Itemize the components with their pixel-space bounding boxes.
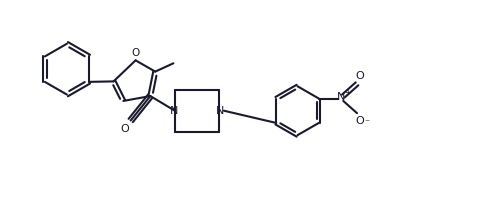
Text: N: N	[170, 106, 178, 116]
Text: O: O	[131, 48, 140, 58]
Text: N: N	[337, 92, 345, 102]
Text: N: N	[216, 106, 224, 116]
Text: ⁻: ⁻	[364, 118, 369, 128]
Text: +: +	[344, 88, 351, 97]
Text: O: O	[355, 116, 364, 126]
Text: O: O	[355, 71, 364, 81]
Text: O: O	[121, 125, 129, 134]
